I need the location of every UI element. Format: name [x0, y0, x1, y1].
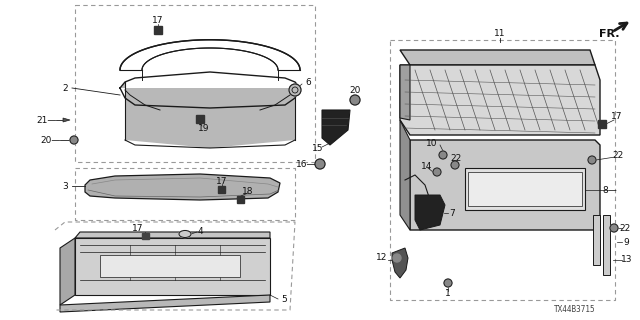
Text: 14: 14 [421, 162, 433, 171]
Text: 22: 22 [612, 150, 623, 159]
Polygon shape [400, 50, 595, 65]
Text: 1: 1 [445, 289, 451, 298]
Text: 8—: 8— [603, 186, 618, 195]
Text: 20—: 20— [40, 135, 60, 145]
Circle shape [70, 136, 78, 144]
Polygon shape [63, 118, 70, 122]
Polygon shape [392, 248, 408, 278]
Bar [237, 196, 244, 203]
Text: 17: 17 [611, 111, 623, 121]
Text: 5: 5 [281, 295, 287, 305]
Polygon shape [410, 140, 600, 230]
Circle shape [444, 279, 452, 287]
Ellipse shape [179, 230, 191, 237]
Circle shape [315, 159, 325, 169]
Text: TX44B3715: TX44B3715 [554, 306, 596, 315]
Text: 15: 15 [312, 143, 324, 153]
Circle shape [393, 254, 401, 262]
Circle shape [350, 95, 360, 105]
Text: 2: 2 [62, 84, 68, 92]
FancyBboxPatch shape [468, 172, 582, 206]
Text: 17: 17 [216, 177, 228, 186]
Circle shape [433, 168, 441, 176]
Polygon shape [100, 255, 240, 277]
Polygon shape [85, 174, 280, 200]
Polygon shape [60, 295, 270, 312]
Text: 17: 17 [152, 15, 164, 25]
Bar [142, 233, 149, 239]
Text: 17: 17 [132, 223, 144, 233]
Polygon shape [120, 82, 300, 148]
Circle shape [451, 161, 459, 169]
Text: 3: 3 [62, 181, 68, 190]
Polygon shape [593, 215, 600, 265]
Text: 19: 19 [198, 124, 210, 132]
Bar [218, 186, 225, 193]
Polygon shape [415, 195, 445, 230]
Polygon shape [400, 65, 410, 120]
Text: FR.: FR. [599, 29, 620, 39]
Bar [154, 26, 162, 34]
Text: 22: 22 [620, 223, 630, 233]
Text: 4: 4 [197, 227, 203, 236]
Polygon shape [322, 110, 350, 145]
Circle shape [610, 224, 618, 232]
Polygon shape [75, 238, 270, 295]
Bar [196, 115, 204, 123]
Text: 20: 20 [349, 85, 361, 94]
Text: 10: 10 [426, 139, 438, 148]
Polygon shape [465, 168, 585, 210]
Text: 16—: 16— [296, 159, 316, 169]
Text: 6: 6 [305, 77, 311, 86]
Text: 12: 12 [376, 253, 388, 262]
Polygon shape [400, 65, 600, 135]
Circle shape [439, 151, 447, 159]
Polygon shape [75, 232, 270, 238]
Text: 11: 11 [494, 28, 506, 37]
Polygon shape [60, 238, 75, 305]
Circle shape [588, 156, 596, 164]
Text: 18: 18 [243, 187, 253, 196]
Bar [598, 120, 606, 128]
Polygon shape [603, 215, 610, 275]
Text: 7: 7 [449, 209, 455, 218]
Text: 9: 9 [623, 237, 629, 246]
Circle shape [289, 84, 301, 96]
Polygon shape [400, 120, 410, 230]
Text: 13: 13 [621, 255, 633, 265]
Text: 22: 22 [451, 154, 461, 163]
Text: 21—: 21— [36, 116, 56, 124]
